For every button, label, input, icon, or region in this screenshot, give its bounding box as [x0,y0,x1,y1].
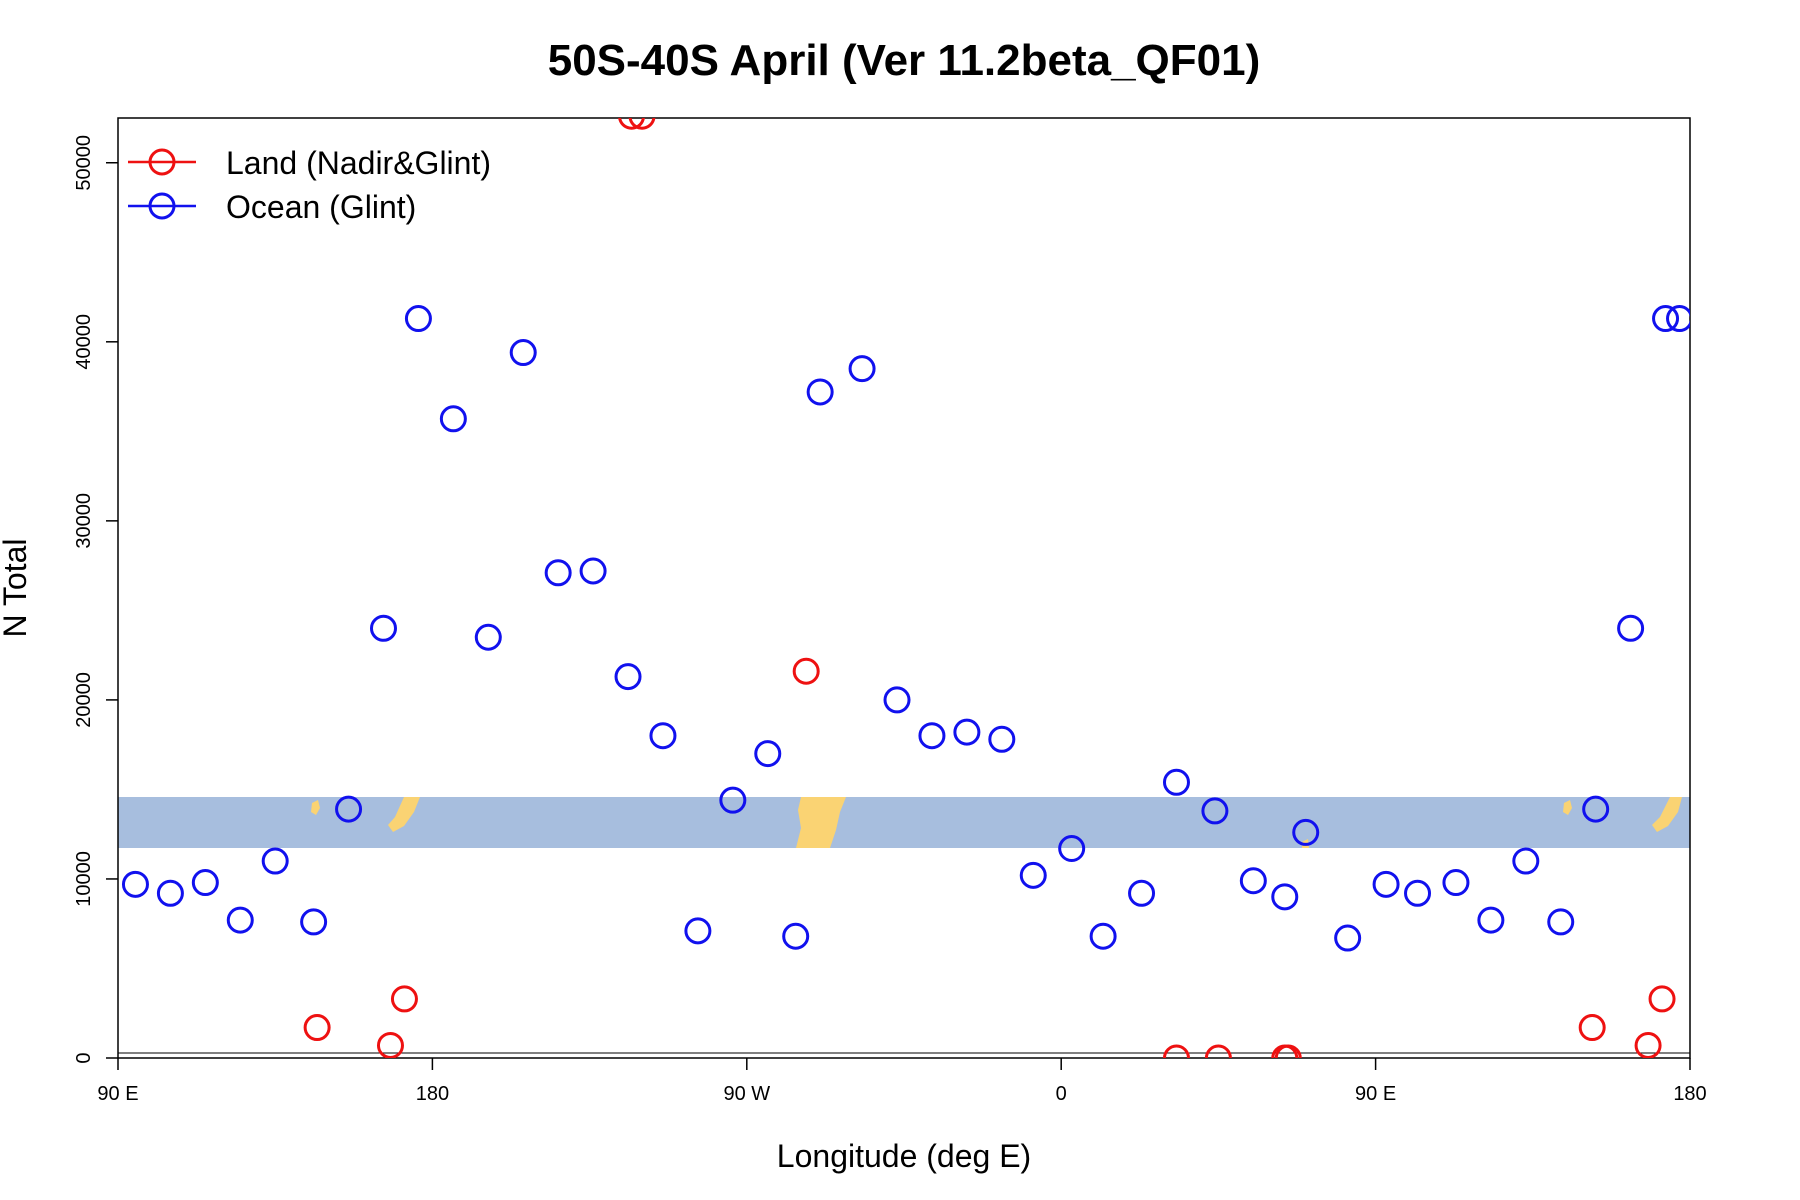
ocean-point [806,378,834,406]
ocean-point [1652,305,1680,333]
legend-marker-ocean [148,192,176,220]
x-tick-label: 90 E [1355,1083,1396,1105]
y-tick-label: 40000 [73,314,95,370]
land-shapes [311,797,1682,848]
land-point [390,985,418,1013]
ocean-point [754,740,782,768]
x-axis: 90 E 180 90 W 0 90 E 180 [97,1058,1707,1105]
x-tick-label: 90 W [723,1083,770,1105]
ocean-point [649,722,677,750]
land-point [1274,1044,1302,1058]
land-point [376,1031,404,1058]
ocean-point [404,305,432,333]
ocean-point [1162,768,1190,796]
ocean-point [1512,847,1540,875]
land-shape [1563,800,1572,815]
ocean-point [191,869,219,897]
ocean-point [335,795,363,823]
land-shape [796,797,846,848]
y-tick-label: 20000 [73,672,95,728]
x-axis-label: Longitude (deg E) [777,1138,1031,1174]
y-axis: 0 10000 20000 30000 40000 50000 [73,135,118,1064]
ocean-point [121,870,149,898]
data-points [121,118,1690,1058]
land-shape [1652,797,1682,832]
legend: Land (Nadir&Glint) Ocean (Glint) [128,145,491,225]
land-shape [388,797,420,832]
ocean-point [474,623,502,651]
legend-label-land: Land (Nadir&Glint) [226,145,491,181]
land-point [303,1014,331,1042]
land-point [1162,1044,1190,1058]
y-axis-label: N Total [0,538,33,637]
ocean-point [156,879,184,907]
ocean-point [439,405,467,433]
y-tick-label: 0 [73,1052,95,1063]
x-tick-label: 90 E [97,1083,138,1105]
ocean-point [579,557,607,585]
land-point [1204,1044,1232,1058]
land-point [1648,985,1676,1013]
ocean-point [509,339,537,367]
plot-frame [117,117,1691,1059]
ocean-point [1058,835,1086,863]
x-tick-label: 0 [1056,1083,1067,1105]
ocean-point [369,614,397,642]
legend-entry-ocean: Ocean (Glint) [128,189,416,225]
ocean-point [719,786,747,814]
ocean-point [226,906,254,934]
ocean-point [1201,797,1229,825]
ocean-point [1239,867,1267,895]
ocean-point [1477,906,1505,934]
y-tick-label: 50000 [73,135,95,191]
ocean-point [782,922,810,950]
ocean-point [1019,861,1047,889]
background-map [118,797,1690,848]
ocean-point [953,718,981,746]
ocean-point [988,725,1016,753]
ocean-point [883,686,911,714]
ocean-point [261,847,289,875]
ocean-point [1271,883,1299,911]
ocean-point [1547,908,1575,936]
ocean-point [1334,924,1362,952]
land-point [628,118,656,130]
ocean-point [1404,879,1432,907]
y-tick-label: 10000 [73,851,95,907]
land-point [792,657,820,685]
ocean-point [1617,614,1645,642]
ocean-point [684,917,712,945]
ocean-point [1582,795,1610,823]
chart-title: 50S-40S April (Ver 11.2beta_QF01) [548,36,1261,85]
x-tick-label: 180 [1673,1083,1706,1105]
x-tick-label: 180 [416,1083,449,1105]
ocean-point [1089,922,1117,950]
ocean-point [544,559,572,587]
ocean-point [614,663,642,691]
ocean-band [118,797,1690,848]
legend-marker-land [148,148,176,176]
legend-label-ocean: Ocean (Glint) [226,189,416,225]
ocean-point [1666,305,1690,333]
land-point [618,118,645,130]
ocean-point [1292,818,1320,846]
ocean-point [1372,870,1400,898]
land-point [1578,1014,1606,1042]
ocean-point [848,355,876,383]
land-point [1634,1031,1662,1058]
y-tick-label: 30000 [73,493,95,549]
legend-entry-land: Land (Nadir&Glint) [128,145,491,181]
ocean-point [300,908,328,936]
ocean-point [918,722,946,750]
ocean-point [1128,879,1156,907]
land-shape [311,800,320,815]
ocean-point [1442,869,1470,897]
